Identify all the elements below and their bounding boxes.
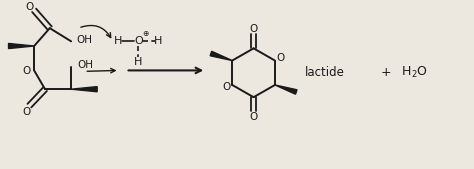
- Text: 2: 2: [411, 70, 417, 79]
- Text: H: H: [402, 65, 411, 78]
- Polygon shape: [71, 87, 97, 92]
- Text: O: O: [22, 66, 30, 76]
- Text: H: H: [134, 57, 143, 67]
- Text: O: O: [222, 82, 231, 92]
- Text: O: O: [276, 53, 285, 63]
- Polygon shape: [210, 51, 232, 61]
- Text: O: O: [416, 65, 426, 78]
- Text: ⊕: ⊕: [142, 29, 148, 38]
- Text: H: H: [154, 36, 163, 46]
- Text: O: O: [22, 107, 31, 117]
- Text: O: O: [249, 24, 258, 34]
- Text: H: H: [114, 36, 123, 46]
- Text: OH: OH: [76, 35, 92, 45]
- Text: O: O: [134, 36, 143, 46]
- Polygon shape: [9, 43, 34, 49]
- Polygon shape: [275, 85, 297, 94]
- Text: O: O: [26, 2, 34, 12]
- Text: lactide: lactide: [305, 66, 345, 79]
- Text: OH: OH: [77, 60, 93, 70]
- Text: O: O: [249, 112, 258, 122]
- Text: +: +: [381, 66, 392, 79]
